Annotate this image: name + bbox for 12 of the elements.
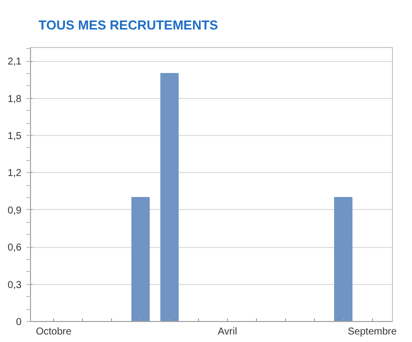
x-tick-label: Avril — [218, 326, 238, 338]
y-tick-label: 0,9 — [8, 205, 22, 216]
x-tick-label: Octobre — [36, 326, 72, 338]
y-tick-label: 2,1 — [8, 56, 22, 68]
x-tick-label: Septembre — [348, 326, 398, 338]
chart-title: TOUS MES RECRUTEMENTS — [38, 18, 218, 32]
y-tick-label: 0,3 — [8, 280, 22, 291]
y-tick-label: 0,6 — [8, 242, 22, 254]
y-tick-label: 1,5 — [8, 131, 22, 142]
y-tick-label: 0 — [16, 317, 22, 328]
y-tick-label: 1,8 — [8, 94, 22, 105]
y-tick-label: 1,2 — [8, 168, 22, 180]
